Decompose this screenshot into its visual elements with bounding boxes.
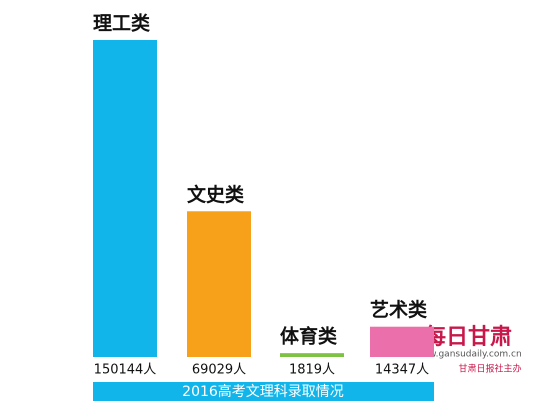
bar [370,326,434,357]
bar [187,211,251,357]
category-label: 艺术类 [370,298,427,321]
category-label: 体育类 [280,325,337,348]
watermark-sponsor: 甘肃日报社主办 [458,363,521,375]
bar [93,40,157,357]
value-label: 14347人 [375,363,429,378]
category-label: 理工类 [93,12,150,35]
chart-title: 2016高考文理科录取情况 [182,383,344,400]
title-banner [93,382,434,401]
watermark-url: www.gansudaily.com.cn [414,350,521,360]
category-label: 文史类 [187,183,244,206]
bar [280,353,344,357]
value-label: 150144人 [94,363,157,378]
value-label: 69029人 [192,363,246,378]
value-label: 1819人 [289,363,335,378]
watermark-logo: 每日甘肃 [424,324,512,350]
